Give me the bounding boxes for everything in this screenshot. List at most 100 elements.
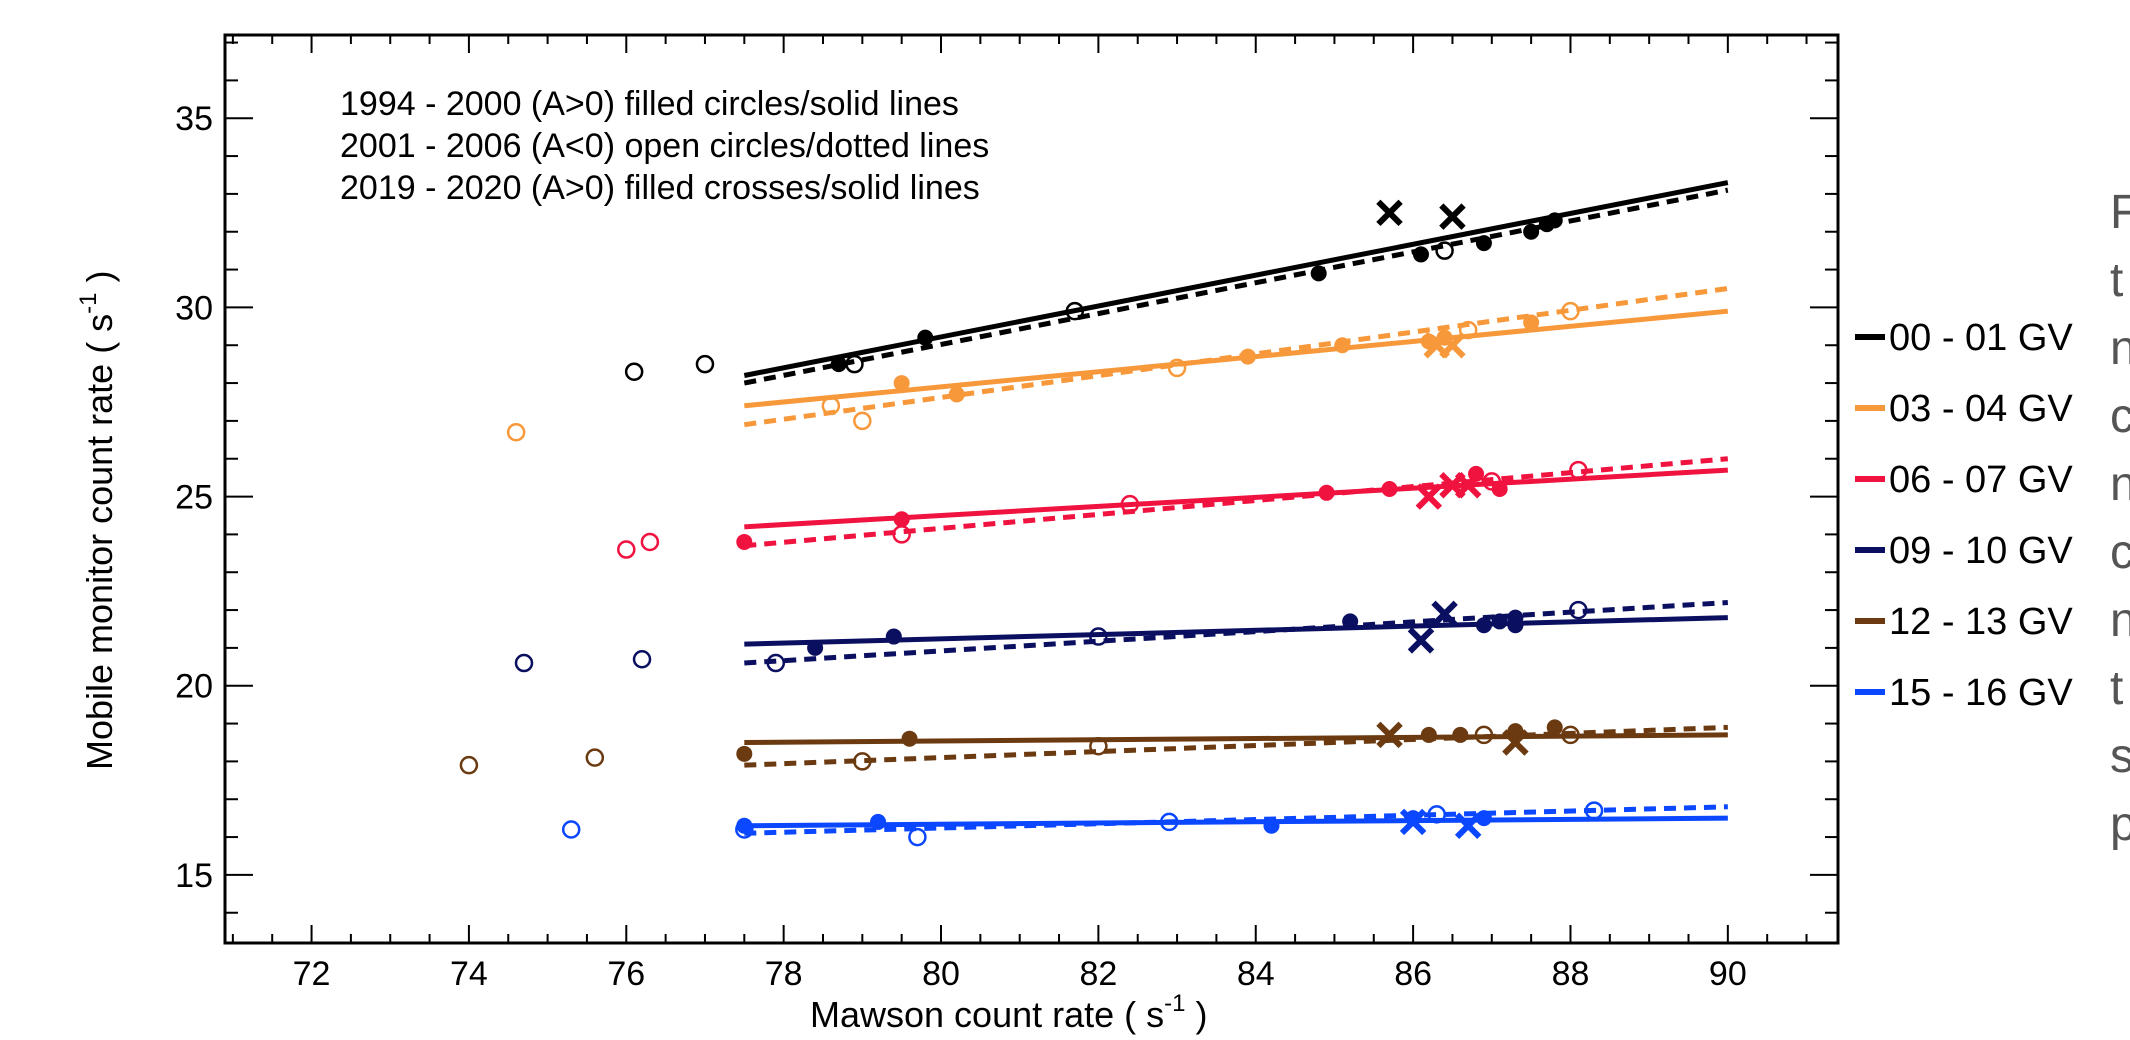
open-circle-point [1167, 358, 1187, 378]
filled-circle-point [1263, 817, 1280, 834]
filled-circle-point [1310, 265, 1327, 282]
side-panel-char: s [2110, 730, 2130, 783]
x-tick-label: 80 [922, 955, 960, 993]
open-circle-point [514, 653, 534, 673]
filled-circle-point [1475, 810, 1492, 827]
cross-point [1502, 729, 1529, 756]
open-circle-point [640, 532, 660, 552]
open-circle-point [695, 354, 715, 374]
open-circle-point [1435, 241, 1454, 260]
cross-point [1454, 812, 1482, 839]
filled-circle-point [1239, 348, 1256, 365]
open-circle-point [1159, 812, 1179, 832]
x-tick-label: 76 [607, 955, 645, 993]
side-panel-char: c [2110, 390, 2130, 443]
x-tick-label: 82 [1079, 955, 1117, 993]
side-panel-char: n [2110, 594, 2130, 647]
plot-axes: 72 74 76 78 80 82 84 86 88 90 15 20 25 30 35 [175, 33, 1840, 993]
open-circle-point [1561, 301, 1580, 321]
y-tick-label: 20 [175, 668, 213, 706]
dotted-fit-line [743, 187, 1729, 386]
side-panel-char: F [2110, 186, 2130, 239]
y-axis-title: Mobile monitor count rate ( s-1 ) [75, 270, 120, 770]
filled-circle-point [893, 375, 910, 392]
plot-frame [223, 33, 1840, 945]
x-axis-title-main: Mawson count rate ( s [810, 994, 1164, 1035]
y-tick-label: 15 [175, 857, 213, 895]
filled-circle-point [807, 639, 824, 656]
filled-circle-point [1342, 613, 1359, 630]
legend-label: 09 - 10 GV [1889, 530, 2073, 572]
x-axis-title: Mawson count rate ( s-1 ) [810, 990, 1208, 1035]
annotation-line-2: 2001 - 2006 (A<0) open circles/dotted li… [340, 127, 989, 165]
filled-circle-point [1318, 484, 1335, 501]
x-axis-title-end: ) [1186, 994, 1208, 1035]
filled-circle-point [736, 745, 753, 762]
filled-circle-point [1420, 726, 1437, 743]
open-circle-point [1561, 725, 1580, 745]
open-circle-point [1065, 301, 1085, 321]
fit-lines [743, 180, 1729, 836]
filled-circle-point [901, 730, 918, 747]
legend: 00 - 01 GV 03 - 04 GV 06 - 07 GV 09 - 10 GV… [1855, 317, 2073, 714]
filled-circle-point [736, 533, 753, 550]
cross-point [1439, 203, 1466, 230]
y-axis-title-end: ) [79, 270, 120, 292]
open-circle-point [1089, 737, 1108, 756]
x-tick-label: 78 [765, 955, 803, 993]
solid-fit-line [744, 732, 1728, 745]
solid-fit-line [743, 180, 1729, 378]
open-circle-point [821, 396, 841, 416]
dotted-fit-line [744, 456, 1729, 549]
cross-point [1376, 721, 1403, 749]
filled-circle-point [1475, 235, 1492, 252]
cross-point [1439, 331, 1466, 359]
open-circle-point [1089, 627, 1108, 646]
side-panel-char: p [2110, 798, 2130, 851]
filled-circle-point [1475, 617, 1492, 634]
cross-point [1454, 471, 1482, 499]
side-panel-char: n [2110, 322, 2130, 375]
open-circle-point [1474, 725, 1494, 745]
x-tick-label: 88 [1552, 955, 1590, 993]
open-circle-point [1120, 494, 1140, 514]
filled-circle-point [1523, 314, 1540, 331]
filled-circle-point [1412, 246, 1429, 263]
filled-circle-point [1507, 617, 1524, 634]
open-circle-point [766, 653, 786, 673]
annotation-block: 1994 - 2000 (A>0) filled circles/solid l… [340, 85, 989, 207]
filled-circle-point [1546, 212, 1563, 229]
filled-circle-point [1546, 719, 1563, 736]
filled-circle-point [948, 386, 965, 403]
y-tick-label: 35 [175, 100, 213, 138]
cross-point [1399, 808, 1427, 836]
annotation-line-3: 2019 - 2020 (A>0) filled crosses/solid l… [340, 169, 980, 207]
open-circle-point [1427, 805, 1446, 824]
legend-label: 12 - 13 GV [1889, 601, 2073, 643]
open-circle-point [1458, 320, 1478, 340]
filled-circle-point [1491, 481, 1508, 497]
open-circle-point [459, 755, 479, 775]
x-tick-label: 86 [1394, 955, 1432, 993]
cross-point [1415, 483, 1443, 510]
filled-circle-point [1523, 223, 1540, 240]
y-axis-title-main: Mobile monitor count rate ( s [79, 314, 120, 770]
open-circle-point [1569, 600, 1588, 620]
side-panel-char: c [2110, 526, 2130, 579]
open-circle-point [506, 423, 526, 442]
x-tick-label: 90 [1709, 955, 1747, 993]
filled-circle-point [870, 813, 887, 830]
open-circle-point [908, 827, 927, 847]
filled-circle-point [885, 628, 902, 645]
dotted-fit-line [744, 600, 1728, 666]
y-tick-label: 25 [175, 479, 213, 517]
legend-label: 15 - 16 GV [1889, 672, 2073, 714]
filled-circle-point [1334, 337, 1351, 354]
dotted-fit-line [744, 804, 1728, 836]
filled-circle-point [1491, 613, 1508, 630]
filled-circle-point [1381, 481, 1398, 497]
open-circle-point [624, 362, 644, 381]
dotted-fit-line [743, 286, 1729, 428]
open-circle-point [1569, 460, 1588, 480]
